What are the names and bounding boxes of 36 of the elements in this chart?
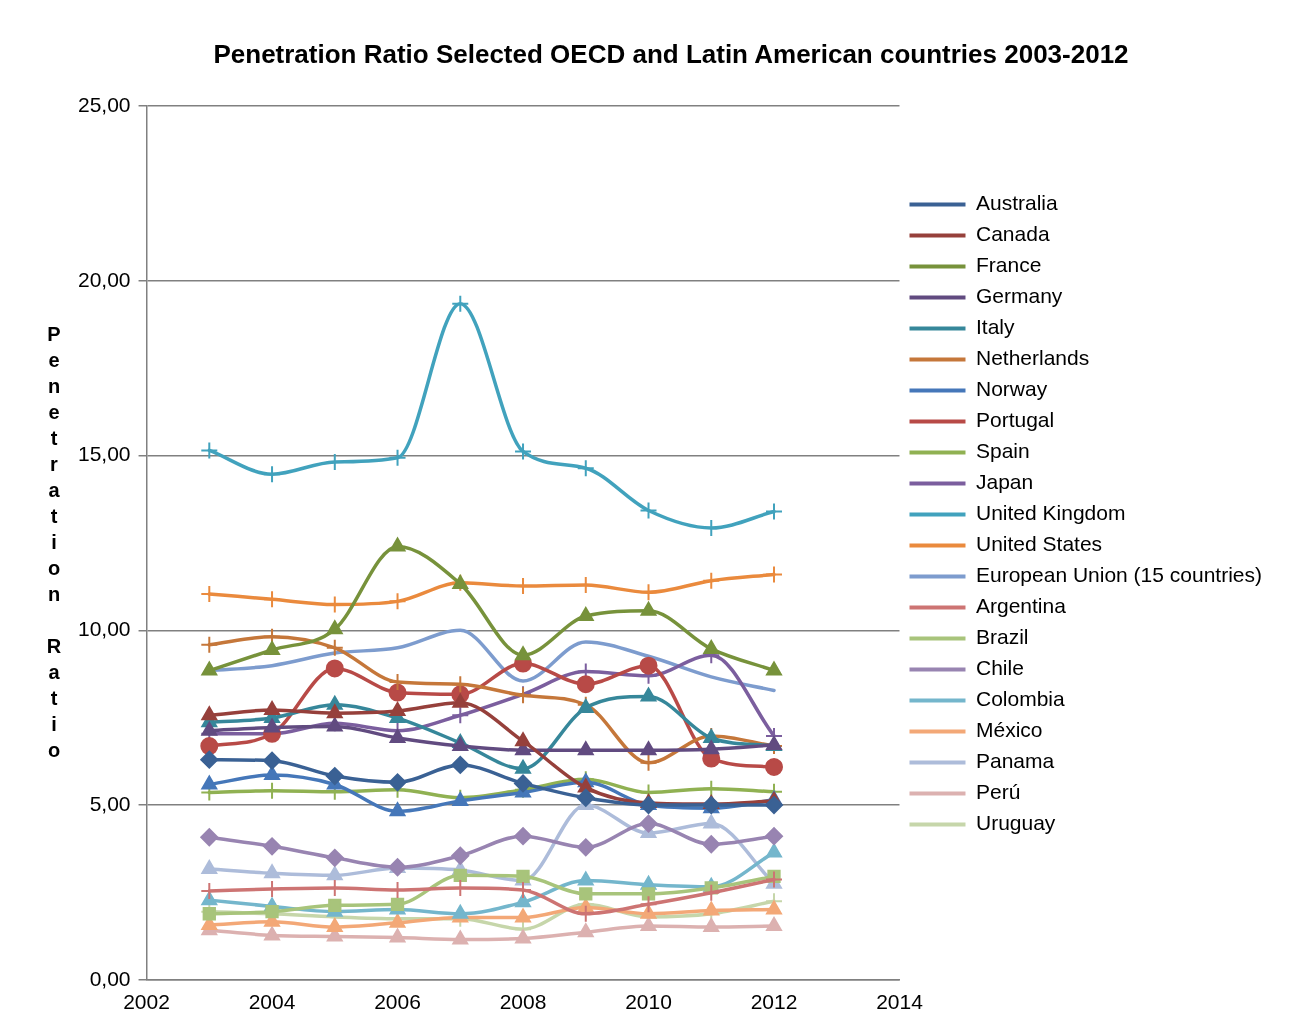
y-tick-label: 0,00	[89, 966, 131, 990]
legend-label: Japan	[976, 470, 1034, 494]
chart-title: Penetration Ratio Selected OECD and Latin American countries 2003-2012	[213, 38, 1129, 69]
legend-label: Australia	[976, 191, 1059, 215]
x-tick-label: 2008	[499, 990, 547, 1014]
legend-label: México	[976, 718, 1043, 742]
x-tick-label: 2014	[876, 990, 924, 1014]
legend-label: Spain	[976, 439, 1030, 463]
x-tick-label: 2004	[248, 990, 296, 1014]
legend-label: Colombia	[976, 687, 1066, 711]
legend-label: Panama	[976, 749, 1055, 773]
y-tick-label: 15,00	[77, 442, 131, 466]
y-tick-label: 25,00	[77, 93, 131, 116]
legend-label: Germany	[976, 284, 1063, 308]
y-tick-label: 20,00	[77, 267, 131, 291]
legend-label: United States	[976, 532, 1103, 556]
legend-label: Uruguay	[976, 811, 1056, 835]
legend-label: Perú	[976, 780, 1021, 804]
legend-label: Brazil	[976, 625, 1029, 649]
x-tick-label: 2002	[123, 990, 170, 1014]
legend-label: European Union (15 countries)	[976, 563, 1263, 587]
legend-label: Argentina	[976, 594, 1067, 618]
legend-label: Canada	[976, 222, 1050, 246]
y-tick-label: 10,00	[77, 617, 131, 641]
x-tick-label: 2006	[374, 990, 421, 1014]
legend-label: Chile	[976, 656, 1024, 680]
text: Penetration Ratio	[46, 322, 62, 761]
legend-label: Portugal	[976, 408, 1055, 432]
y-tick-label: 5,00	[89, 791, 131, 815]
legend-label: France	[976, 253, 1042, 277]
legend-label: United Kingdom	[976, 501, 1126, 525]
legend-label: Netherlands	[976, 346, 1090, 370]
legend-label: Italy	[976, 315, 1016, 339]
legend-label: Norway	[976, 377, 1048, 401]
x-tick-label: 2012	[750, 990, 798, 1014]
x-tick-label: 2010	[625, 990, 672, 1014]
